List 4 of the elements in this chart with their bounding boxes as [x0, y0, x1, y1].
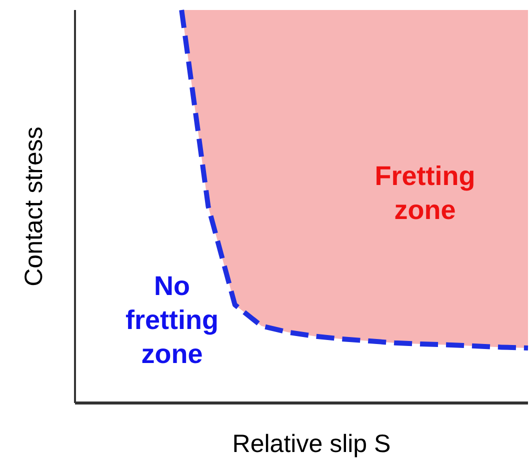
- y-axis-title: Contact stress: [20, 126, 48, 286]
- annotation: No fretting zone: [126, 271, 218, 369]
- annotation: Fretting zone: [374, 161, 476, 225]
- x-axis-title: Relative slip S: [232, 430, 391, 458]
